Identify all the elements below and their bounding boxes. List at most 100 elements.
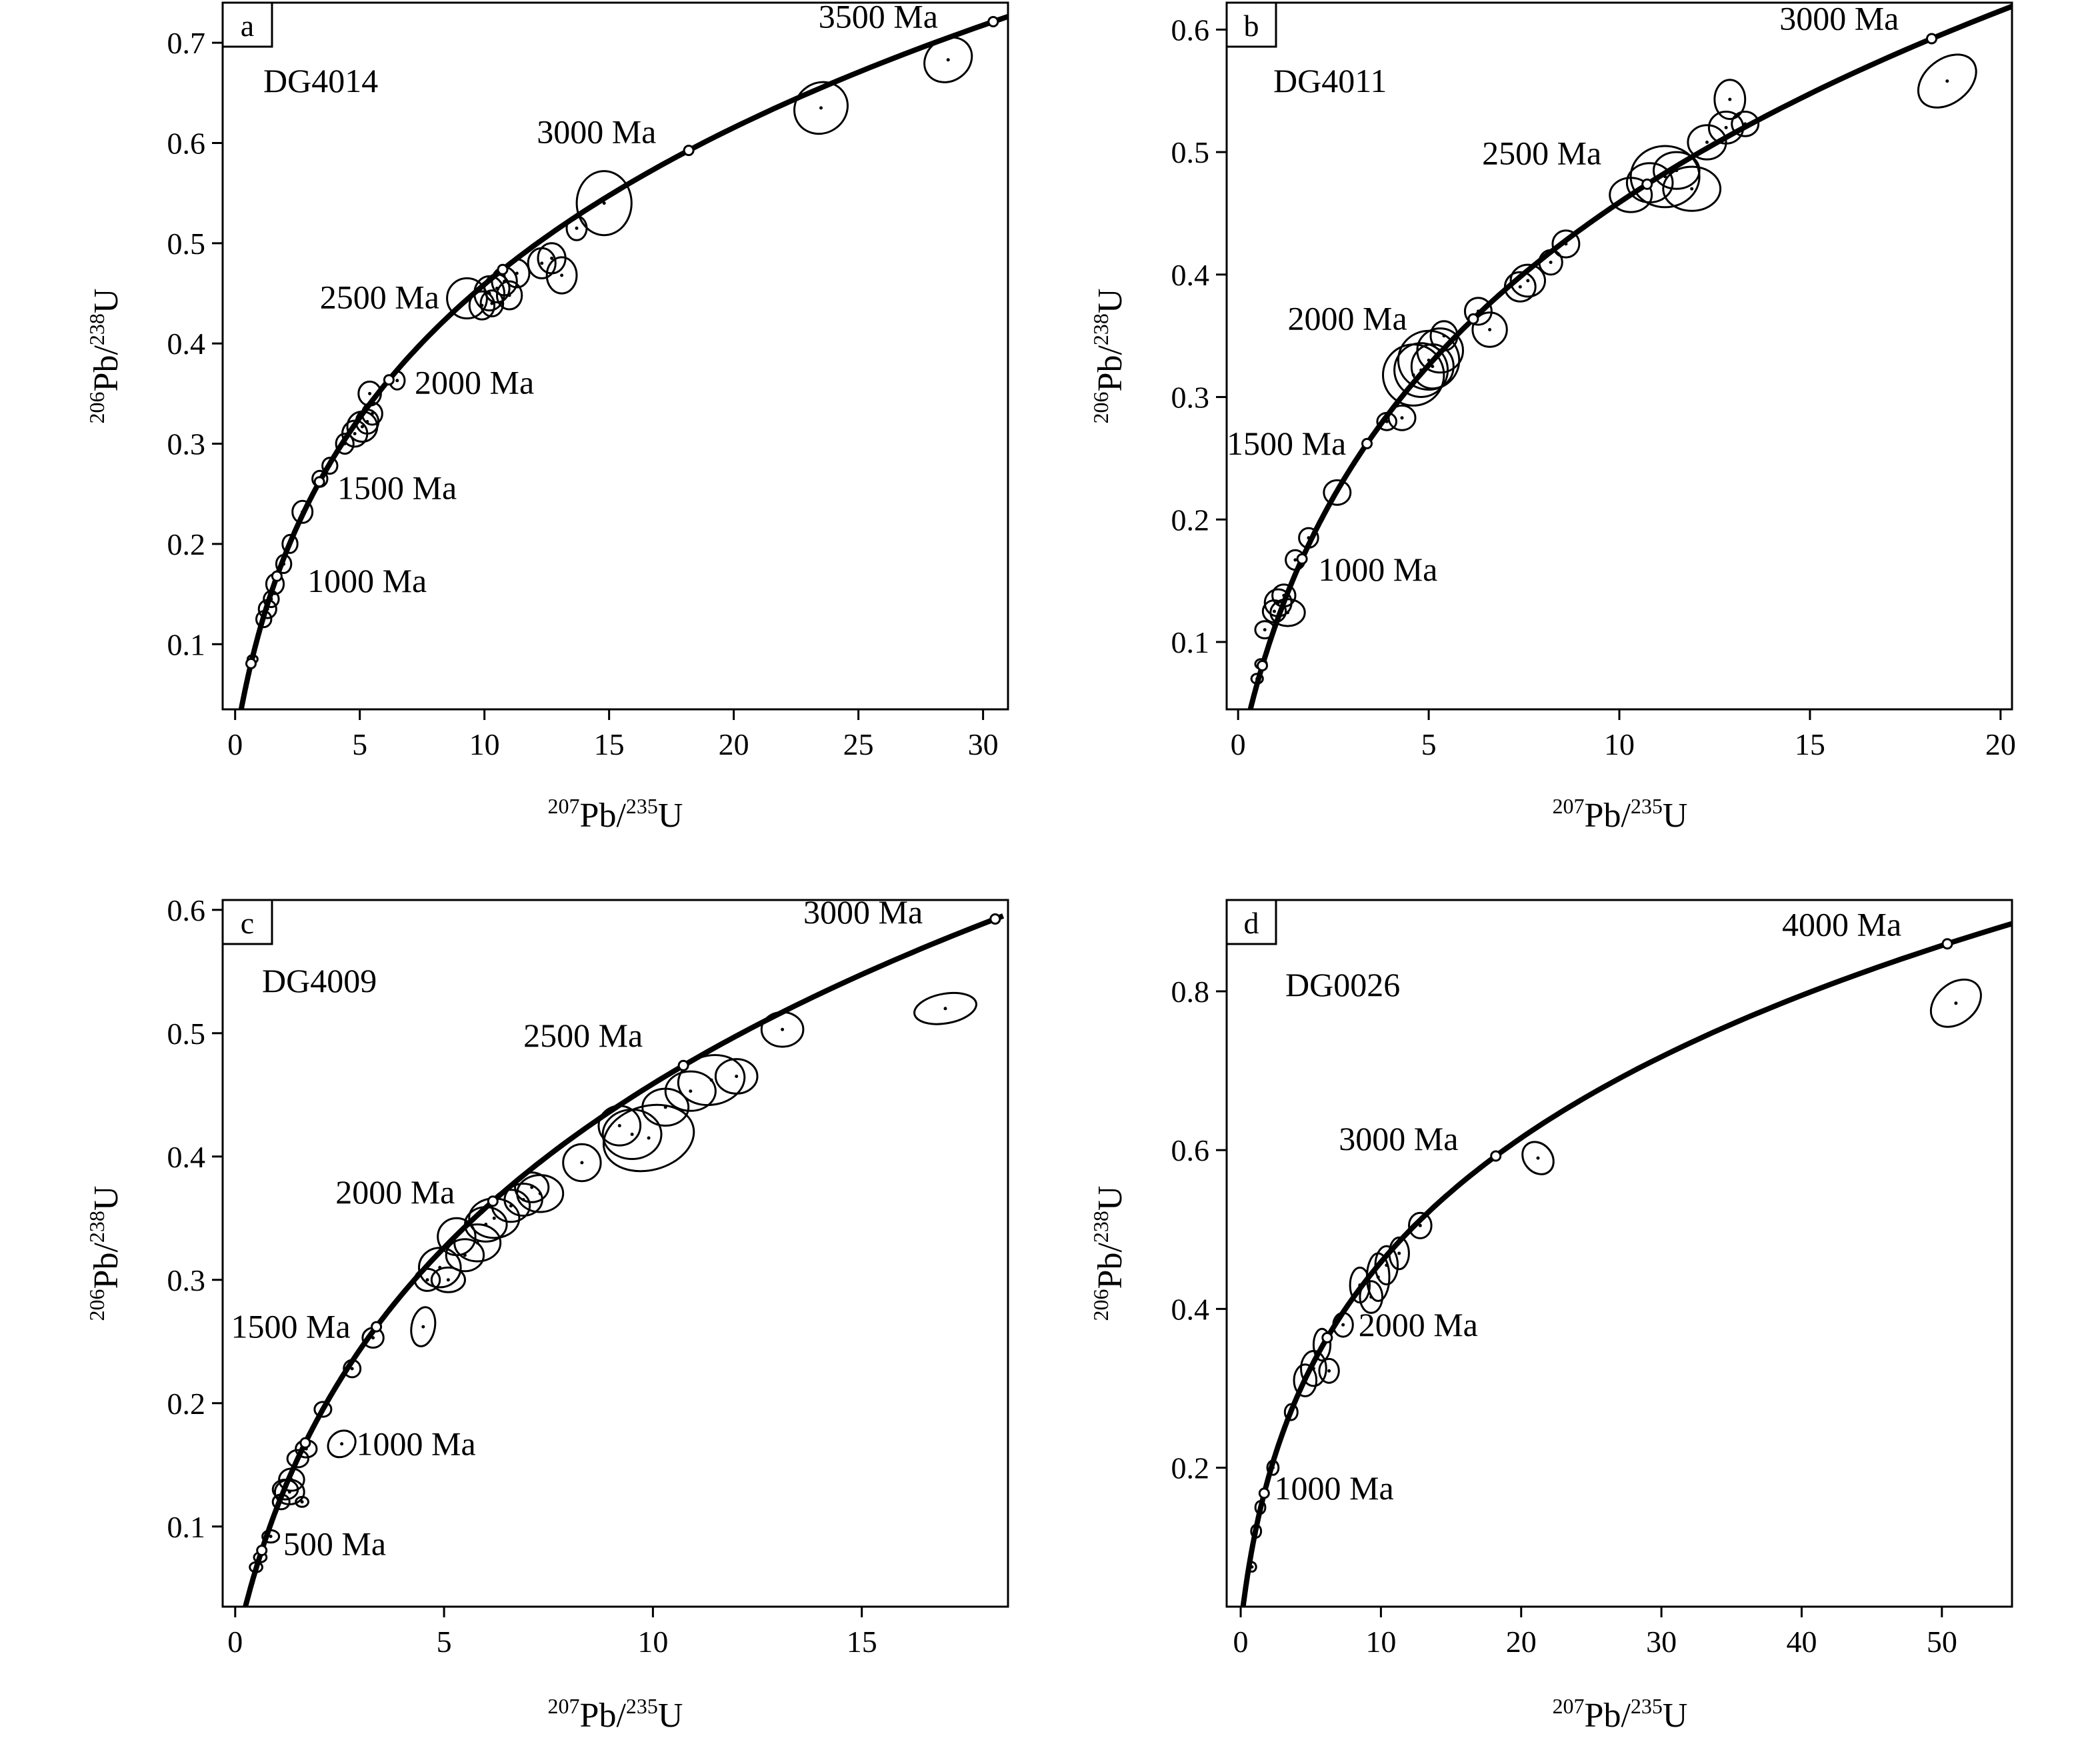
x-axis-title: 207Pb/235U [548, 1694, 683, 1735]
panel-letter: c [241, 906, 254, 940]
error-ellipse [664, 1070, 717, 1112]
analysis-point [1254, 1529, 1258, 1533]
plot-frame [221, 1, 1009, 711]
analysis-point [1311, 1367, 1315, 1371]
error-ellipse [1250, 1523, 1263, 1539]
error-ellipse [913, 991, 977, 1025]
error-ellipse [1269, 598, 1306, 627]
y-tick-label: 0.4 [1171, 1292, 1210, 1326]
x-tick-label: 15 [1795, 727, 1825, 761]
analysis-point [617, 1124, 621, 1127]
error-ellipse [271, 1493, 291, 1511]
error-ellipse [1388, 1236, 1410, 1271]
analysis-point [709, 1078, 713, 1082]
error-ellipse [714, 1058, 759, 1095]
age-marker [299, 1437, 311, 1449]
error-ellipse [495, 280, 523, 311]
analysis-point [1419, 368, 1423, 372]
panel-letter-box [221, 1, 273, 48]
analysis-point [1728, 97, 1732, 101]
age-marker [383, 374, 395, 386]
panel-letter: d [1244, 906, 1259, 940]
analysis-point [1293, 558, 1297, 562]
age-label: 2000 Ma [1288, 300, 1407, 337]
age-label: 2000 Ma [1359, 1306, 1478, 1343]
analysis-point [1431, 365, 1435, 369]
x-tick-label: 15 [594, 727, 625, 761]
error-ellipse [445, 1238, 485, 1273]
analysis-point [1690, 187, 1694, 191]
age-label: 4000 Ma [1782, 906, 1901, 943]
analysis-point [1488, 328, 1492, 331]
sample-label: DG4014 [263, 62, 378, 99]
analysis-point [368, 391, 372, 395]
error-ellipse [1254, 1500, 1267, 1515]
error-ellipse [321, 457, 339, 475]
y-tick-label: 0.3 [1171, 381, 1210, 415]
panel-letter: a [241, 9, 254, 43]
age-marker [1321, 1332, 1333, 1343]
analysis-point [1945, 79, 1949, 83]
x-axis-title: 207Pb/235U [1553, 794, 1688, 835]
error-ellipse [1254, 620, 1275, 639]
age-marker [371, 1321, 383, 1333]
analysis-point [540, 261, 544, 265]
age-markers-layer: 1000 Ma 1500 Ma 2000 Ma 2500 Ma 3000 Ma 3500 … [245, 0, 999, 669]
error-ellipse [286, 1449, 309, 1469]
y-tick-label: 0.2 [1171, 1451, 1210, 1485]
error-ellipse [1629, 145, 1701, 209]
error-ellipse [357, 380, 382, 407]
x-tick-label: 0 [1231, 727, 1246, 761]
y-tick-label: 0.4 [167, 327, 206, 361]
error-ellipse [278, 1467, 305, 1492]
analysis-point [781, 1027, 785, 1031]
error-ellipse [1625, 162, 1674, 204]
analysis-point [490, 301, 494, 305]
x-tick-label: 50 [1927, 1625, 1957, 1659]
age-marker [1296, 553, 1308, 565]
age-label: 2500 Ma [1482, 135, 1601, 172]
error-ellipse [1503, 271, 1537, 303]
error-ellipse [410, 1306, 437, 1347]
analysis-point [446, 1278, 450, 1282]
analysis-point [1564, 242, 1568, 246]
analysis-point [296, 1457, 300, 1461]
panel-c: c DG4009 500 Ma 1000 Ma 1500 Ma 2000 Ma 2500… [85, 893, 1009, 1735]
y-tick-label: 0.6 [1171, 13, 1210, 47]
age-marker [313, 476, 325, 488]
error-ellipse [257, 599, 277, 619]
x-tick-label: 20 [719, 727, 749, 761]
x-axis-title: 207Pb/235U [548, 794, 683, 835]
analysis-point [580, 1161, 584, 1165]
plot-frame [221, 899, 1009, 1608]
analysis-point [1286, 611, 1289, 615]
age-marker [987, 16, 999, 27]
error-ellipse [1298, 527, 1319, 549]
age-marker [1641, 178, 1653, 190]
y-tick-label: 0.5 [1171, 135, 1210, 169]
x-tick-label: 10 [1604, 727, 1635, 761]
error-ellipse [1713, 79, 1747, 121]
error-ellipse [1731, 111, 1760, 137]
y-tick-label: 0.3 [167, 427, 206, 461]
error-ellipse [562, 1143, 602, 1183]
x-tick-label: 5 [352, 727, 367, 761]
y-tick-label: 0.4 [1171, 258, 1210, 292]
error-ellipse [793, 81, 849, 135]
x-tick-label: 40 [1786, 1625, 1817, 1659]
analysis-point [475, 1241, 479, 1245]
analysis-point [269, 597, 273, 601]
analysis-point [300, 1500, 304, 1504]
analysis-point [395, 379, 399, 383]
age-label: 2000 Ma [335, 1173, 455, 1211]
analysis-point [370, 412, 374, 415]
axis-ticks-layer: 0 5 10 15 20 0.1 0.2 0.3 0.4 0.5 0.6 [1171, 13, 2016, 761]
error-ellipse [291, 499, 314, 524]
age-label: 2500 Ma [523, 1017, 643, 1054]
age-marker [1941, 938, 1953, 950]
axis-ticks-layer: 0 5 10 15 0.1 0.2 0.3 0.4 0.5 0.6 [167, 893, 877, 1659]
analysis-point [1335, 491, 1339, 495]
analysis-point [1427, 358, 1431, 362]
age-marker [1361, 437, 1373, 449]
